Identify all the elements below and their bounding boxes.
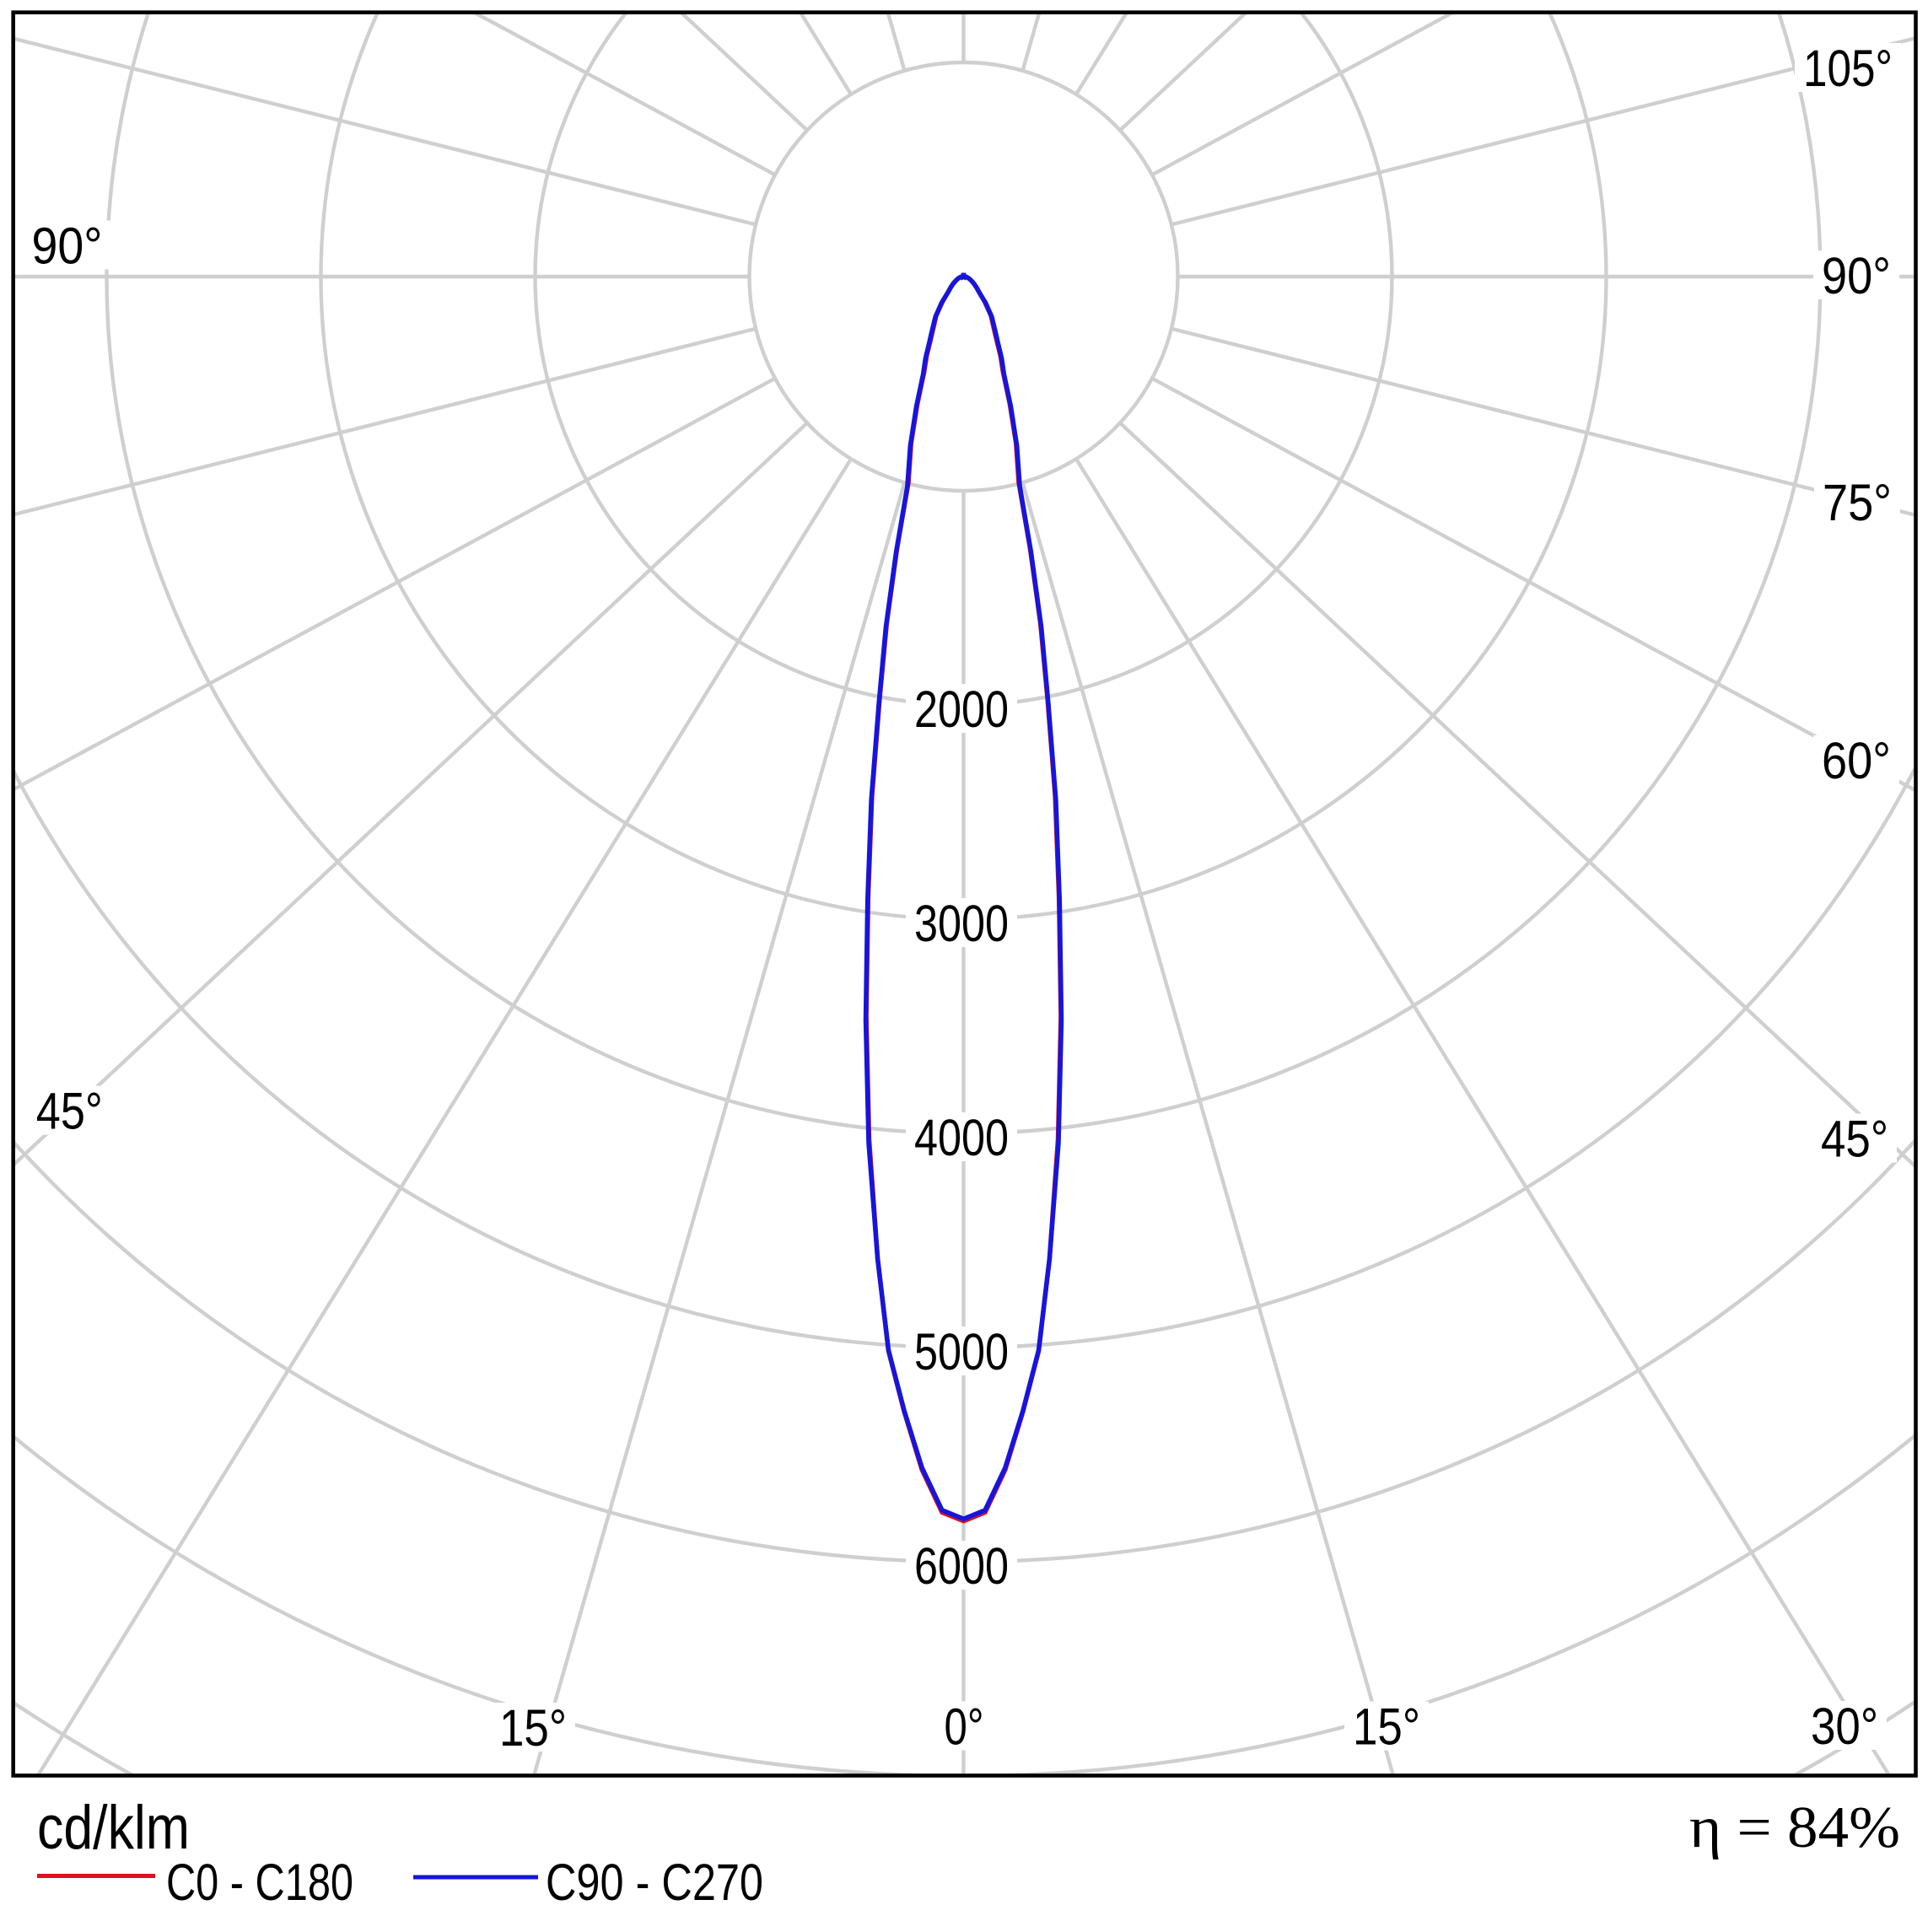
svg-text:90°: 90° <box>32 217 103 274</box>
svg-text:6000: 6000 <box>914 1537 1009 1595</box>
svg-text:η = 84%: η = 84% <box>1689 1795 1900 1860</box>
svg-text:4000: 4000 <box>914 1109 1009 1166</box>
svg-text:60°: 60° <box>1822 732 1891 789</box>
svg-text:45°: 45° <box>36 1082 103 1139</box>
svg-text:15°: 15° <box>499 1699 567 1757</box>
svg-text:90°: 90° <box>1822 247 1891 304</box>
svg-text:3000: 3000 <box>914 895 1009 952</box>
svg-text:45°: 45° <box>1821 1110 1888 1167</box>
svg-text:2000: 2000 <box>914 681 1009 738</box>
svg-text:30°: 30° <box>1811 1698 1878 1755</box>
svg-text:C0 - C180: C0 - C180 <box>166 1854 353 1911</box>
svg-text:75°: 75° <box>1823 474 1892 531</box>
svg-text:0°: 0° <box>945 1698 984 1755</box>
svg-text:15°: 15° <box>1353 1698 1420 1755</box>
svg-text:105°: 105° <box>1803 40 1893 97</box>
svg-text:cd/klm: cd/klm <box>37 1794 190 1862</box>
svg-text:C90 - C270: C90 - C270 <box>546 1854 763 1911</box>
svg-text:5000: 5000 <box>914 1323 1009 1380</box>
